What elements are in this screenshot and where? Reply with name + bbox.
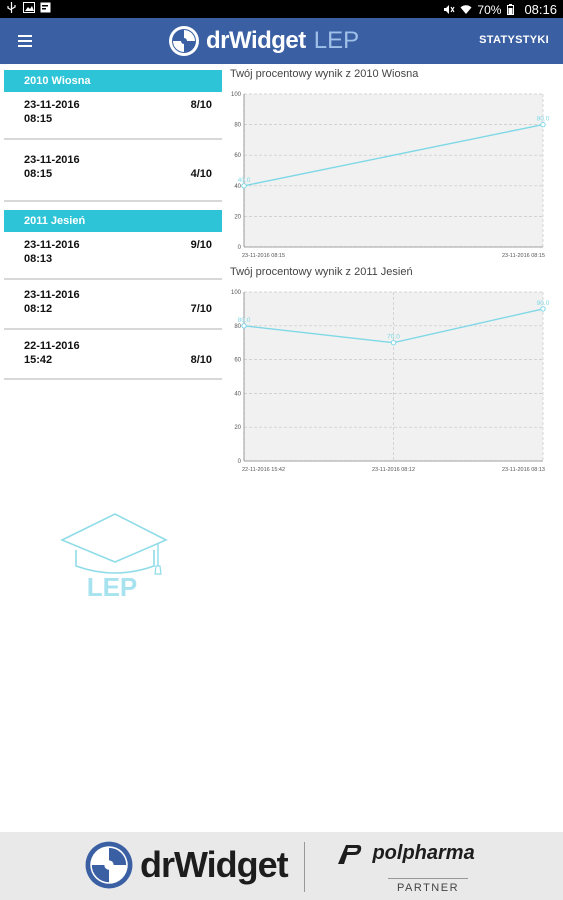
y-tick-label: 40 (234, 391, 241, 397)
data-label: 90.0 (537, 300, 550, 307)
data-point (390, 340, 397, 346)
x-tick-label: 23-11-2016 08:13 (502, 467, 545, 473)
entry-time: 08:13 (24, 253, 53, 265)
y-tick-label: 0 (238, 459, 242, 465)
app-brand: drWidget (206, 27, 306, 54)
y-tick-label: 60 (234, 358, 241, 364)
entry-date: 23-11-2016 (24, 239, 80, 251)
footer-brand: drWidget (140, 844, 289, 885)
app-brand-sub: LEP (313, 27, 360, 54)
x-tick-label: 23-11-2016 08:15 (242, 253, 285, 259)
partner-name: polpharma (372, 842, 475, 865)
wifi-icon (460, 4, 472, 15)
y-tick-label: 100 (231, 290, 242, 296)
y-tick-label: 100 (231, 92, 242, 98)
polpharma-logo: polpharma PARTNER (334, 842, 475, 894)
entry-score: 4/10 (190, 168, 212, 180)
battery-percent: 70% (477, 2, 502, 17)
menu-icon[interactable] (18, 35, 32, 47)
x-tick-label: 23-11-2016 08:15 (502, 253, 545, 259)
entry-score: 9/10 (190, 239, 212, 251)
y-tick-label: 80 (234, 324, 241, 330)
data-point (540, 306, 546, 312)
footer-drwidget-logo: drWidget (84, 840, 289, 890)
y-tick-label: 0 (238, 245, 242, 251)
chart-2011-jesien: Twój procentowy wynik z 2011 Jesień 0 20 4… (230, 266, 550, 482)
data-label: 80.0 (238, 317, 251, 324)
footer: drWidget polpharma PARTNER (0, 832, 563, 900)
battery-icon (507, 4, 518, 15)
y-tick-label: 80 (234, 123, 241, 129)
drwidget-logo-icon (169, 26, 199, 56)
entry-date: 22-11-2016 (24, 340, 80, 352)
entry-time: 15:42 (24, 354, 53, 366)
series-line (243, 123, 544, 187)
y-tick-label: 20 (234, 214, 241, 220)
chart-2010-wiosna: Twój procentowy wynik z 2010 Wiosna 0 20 4… (230, 68, 550, 264)
drwidget-logo-icon (85, 841, 133, 889)
data-label: 40.0 (238, 177, 251, 184)
lep-logo-text: LEP (87, 572, 138, 602)
section-header[interactable]: 2010 Wiosna (4, 70, 222, 92)
data-point (540, 121, 546, 128)
status-time: 08:16 (524, 2, 557, 17)
y-tick-label: 40 (234, 184, 241, 190)
data-label: 70.0 (387, 334, 400, 341)
entry-time: 08:15 (24, 113, 53, 125)
entry-score: 7/10 (190, 303, 212, 315)
app-logo: drWidget LEP (168, 24, 359, 58)
list-item[interactable]: 23-11-2016 08:15 8/10 (4, 92, 222, 140)
list-item[interactable]: 23-11-2016 08:15 4/10 (4, 140, 222, 202)
line-chart[interactable]: 0 20 40 60 80 100 40.0 80.0 23-11-2016 08:15 23-1… (230, 84, 550, 264)
chart-title: Twój procentowy wynik z 2010 Wiosna (230, 68, 419, 80)
footer-divider (304, 842, 305, 892)
gallery-icon (23, 2, 35, 13)
entry-score: 8/10 (190, 99, 212, 111)
entry-date: 23-11-2016 (24, 154, 80, 166)
chart-title: Twój procentowy wynik z 2011 Jesień (230, 266, 413, 278)
list-item[interactable]: 23-11-2016 08:13 9/10 (4, 232, 222, 280)
entry-time: 08:15 (24, 168, 53, 180)
x-tick-label: 23-11-2016 08:12 (372, 467, 415, 473)
polpharma-icon (338, 845, 362, 864)
results-list: 2010 Wiosna 23-11-2016 08:15 8/10 23-11-… (4, 70, 222, 380)
line-chart[interactable]: 0 20 40 60 80 100 80.0 70.0 90.0 22-11-2016 15:42… (230, 282, 550, 482)
mute-icon (443, 4, 455, 15)
entry-date: 23-11-2016 (24, 289, 80, 301)
plot-area (244, 94, 543, 247)
list-item[interactable]: 22-11-2016 15:42 8/10 (4, 330, 222, 380)
x-tick-label: 22-11-2016 15:42 (242, 467, 285, 473)
entry-date: 23-11-2016 (24, 99, 80, 111)
entry-score: 8/10 (190, 354, 212, 366)
data-point (241, 323, 247, 329)
statistics-button[interactable]: STATYSTYKI (479, 34, 549, 46)
app-bar: drWidget LEP STATYSTYKI (0, 18, 563, 64)
partner-label: PARTNER (388, 878, 468, 894)
y-tick-label: 60 (234, 153, 241, 159)
lep-logo: LEP (60, 510, 170, 602)
data-label: 80.0 (537, 116, 550, 123)
usb-icon (6, 2, 17, 13)
status-bar: 70% 08:16 (0, 0, 563, 18)
section-header[interactable]: 2011 Jesień (4, 210, 222, 232)
y-tick-label: 20 (234, 425, 241, 431)
list-item[interactable]: 23-11-2016 08:12 7/10 (4, 280, 222, 330)
data-point (241, 183, 247, 189)
notification-icon (40, 2, 51, 13)
entry-time: 08:12 (24, 303, 53, 315)
